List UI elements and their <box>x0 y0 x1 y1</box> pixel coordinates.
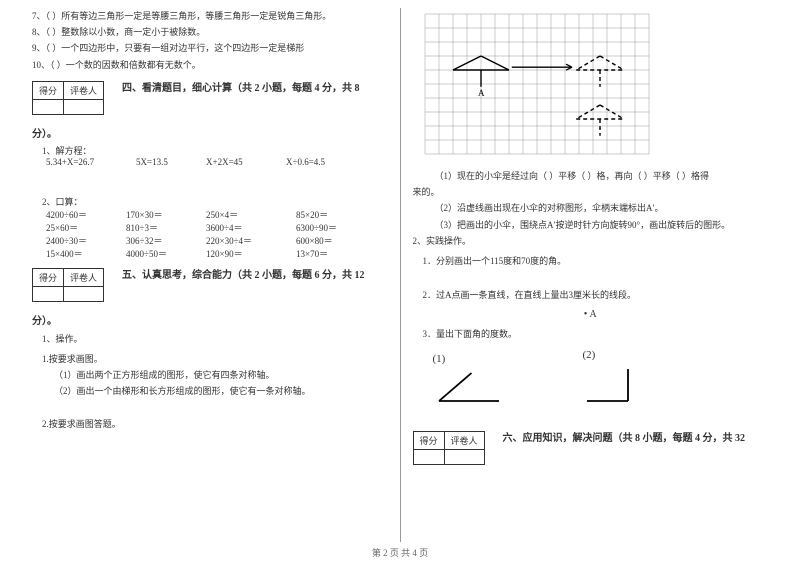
angle-1: (1) <box>433 353 503 405</box>
svg-text:A: A <box>478 88 485 98</box>
equation-row: 5.34+X=26.7 5X=13.5 X+2X=45 X÷0.6=4.5 <box>46 157 388 167</box>
score-cell: 得分 <box>413 431 444 449</box>
eq: 5.34+X=26.7 <box>46 157 136 167</box>
oral-calc-grid: 4200÷60＝170×30＝250×4＝85×20＝ 25×60＝810÷3＝3… <box>32 208 388 260</box>
grid-figure: A <box>413 8 769 168</box>
section-6-header: 得分 评卷人 六、应用知识，解决问题（共 8 小题，每题 4 分，共 32 <box>413 423 769 469</box>
q5-1: 1、操作。 <box>42 331 388 347</box>
angle-2-label: (2) <box>583 349 633 361</box>
angle-2-svg <box>583 365 633 405</box>
angle-row: (1) (2) <box>433 349 769 405</box>
calc-cell: 13×70＝ <box>296 247 376 260</box>
calc-cell: 600×80＝ <box>296 234 376 247</box>
score-cell: 得分 <box>33 268 64 286</box>
angle-1-svg <box>433 369 503 405</box>
angle-2: (2) <box>583 349 633 405</box>
q5-1a1: （1）画出两个正方形组成的图形，使它有四条对称轴。 <box>54 367 388 383</box>
true-false-list: 7、（ ）所有等边三角形一定是等腰三角形，等腰三角形一定是锐角三角形。 8、（ … <box>32 8 388 73</box>
calc-cell: 4200÷60＝ <box>46 208 126 221</box>
page: 7、（ ）所有等边三角形一定是等腰三角形，等腰三角形一定是锐角三角形。 8、（ … <box>0 0 800 544</box>
q4-2-label: 2、口算： <box>42 195 388 208</box>
grid-q1b: 来的。 <box>413 184 769 200</box>
tf-item: 7、（ ）所有等边三角形一定是等腰三角形，等腰三角形一定是锐角三角形。 <box>32 8 388 24</box>
score-cell: 得分 <box>33 81 64 99</box>
grader-cell: 评卷人 <box>444 431 484 449</box>
q5-2-3: 3．量出下面角的度数。 <box>423 326 769 342</box>
calc-cell: 15×400＝ <box>46 247 126 260</box>
section-4-suffix: 分）。 <box>32 119 388 140</box>
q5-2-2: 2．过A点画一条直线，在直线上量出3厘米长的线段。 <box>423 287 769 303</box>
page-footer: 第 2 页 共 4 页 <box>0 544 800 565</box>
calc-cell: 810÷3＝ <box>126 221 206 234</box>
q5-1b: 2.按要求画图答题。 <box>42 416 388 432</box>
calc-cell: 3600÷4＝ <box>206 221 296 234</box>
tf-item: 8、（ ）整数除以小数，商一定小于被除数。 <box>32 24 388 40</box>
q5-1a: 1.按要求画图。 <box>42 351 388 367</box>
calc-cell: 306÷32＝ <box>126 234 206 247</box>
section-6-title: 六、应用知识，解决问题（共 8 小题，每题 4 分，共 32 <box>503 423 746 444</box>
score-box: 得分 评卷人 <box>413 431 485 465</box>
calc-cell: 250×4＝ <box>206 208 296 221</box>
tf-item: 10、（ ）一个数的因数和倍数都有无数个。 <box>32 57 388 73</box>
eq: X÷0.6=4.5 <box>286 157 366 167</box>
score-box: 得分 评卷人 <box>32 81 104 115</box>
grid-svg: A <box>413 8 663 168</box>
point-label: A <box>590 309 597 320</box>
section-4-title: 四、看清题目，细心计算（共 2 小题，每题 4 分，共 8 <box>122 73 360 94</box>
eq: X+2X=45 <box>206 157 286 167</box>
score-box: 得分 评卷人 <box>32 268 104 302</box>
section-5-suffix: 分）。 <box>32 306 388 327</box>
q4-1-label: 1、解方程： <box>42 144 388 157</box>
eq: 5X=13.5 <box>136 157 206 167</box>
left-column: 7、（ ）所有等边三角形一定是等腰三角形，等腰三角形一定是锐角三角形。 8、（ … <box>20 8 401 542</box>
calc-cell: 2400÷30＝ <box>46 234 126 247</box>
grid-q2: （2）沿虚线画出现在小伞的对称图形，伞柄末端标出A′。 <box>435 200 769 216</box>
grid-q3: （3）把画出的小伞，围绕点A′按逆时针方向旋转90°，画出旋转后的图形。 <box>435 217 769 233</box>
point-a: • A <box>413 309 769 320</box>
grader-cell: 评卷人 <box>64 268 104 286</box>
calc-cell: 170×30＝ <box>126 208 206 221</box>
right-column: A （1）现在的小伞是经过向（ ）平移（ ）格，再向（ ）平移（ ）格得 来的。… <box>401 8 781 542</box>
section-5-header: 得分 评卷人 五、认真思考，综合能力（共 2 小题，每题 6 分，共 12 <box>32 260 388 306</box>
section-4-header: 得分 评卷人 四、看清题目，细心计算（共 2 小题，每题 4 分，共 8 <box>32 73 388 119</box>
calc-cell: 220×30÷4＝ <box>206 234 296 247</box>
point-dot: • <box>584 309 588 320</box>
q5-2-1: 1．分别画出一个115度和70度的角。 <box>423 253 769 269</box>
grader-cell: 评卷人 <box>64 81 104 99</box>
angle-1-label: (1) <box>433 353 503 365</box>
tf-item: 9、（ ）一个四边形中，只要有一组对边平行，这个四边形一定是梯形 <box>32 40 388 56</box>
q5-2: 2、实践操作。 <box>413 233 769 249</box>
calc-cell: 85×20＝ <box>296 208 376 221</box>
grid-q1: （1）现在的小伞是经过向（ ）平移（ ）格，再向（ ）平移（ ）格得 <box>435 168 769 184</box>
section-5-title: 五、认真思考，综合能力（共 2 小题，每题 6 分，共 12 <box>122 260 365 281</box>
calc-cell: 6300÷90＝ <box>296 221 376 234</box>
calc-cell: 4000÷50＝ <box>126 247 206 260</box>
q5-1a2: （2）画出一个由梯形和长方形组成的图形，使它有一条对称轴。 <box>54 383 388 399</box>
calc-cell: 120×90＝ <box>206 247 296 260</box>
calc-cell: 25×60＝ <box>46 221 126 234</box>
